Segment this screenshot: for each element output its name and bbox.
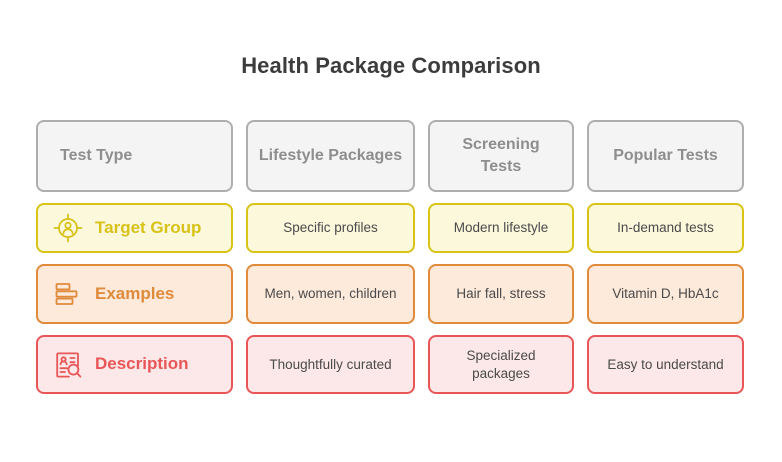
- column-header-screening-tests: Screening Tests: [428, 120, 574, 192]
- row-label-text-target-group: Target Group: [95, 217, 202, 237]
- column-header-lifestyle-packages: Lifestyle Packages: [246, 120, 415, 192]
- table-row-description: Description Thoughtfully curated Special…: [36, 335, 744, 394]
- document-search-person-icon: [52, 349, 84, 381]
- table-row-examples: Examples Men, women, children Hair fall,…: [36, 264, 744, 324]
- row-label-text-description: Description: [95, 354, 189, 374]
- cell-target-group-popular: In-demand tests: [587, 203, 744, 253]
- cell-examples-screening: Hair fall, stress: [428, 264, 574, 324]
- comparison-table: Test Type Lifestyle Packages Screening T…: [36, 120, 744, 405]
- list-bars-icon: [52, 278, 84, 310]
- row-label-text-examples: Examples: [95, 283, 175, 303]
- column-header-test-type: Test Type: [36, 120, 233, 192]
- table-row-target-group: Target Group Specific profiles Modern li…: [36, 203, 744, 253]
- cell-description-screening: Specialized packages: [428, 335, 574, 394]
- cell-examples-lifestyle: Men, women, children: [246, 264, 415, 324]
- cell-description-popular: Easy to understand: [587, 335, 744, 394]
- cell-target-group-lifestyle: Specific profiles: [246, 203, 415, 253]
- table-header-row: Test Type Lifestyle Packages Screening T…: [36, 120, 744, 192]
- target-person-icon: [52, 212, 84, 244]
- column-header-popular-tests: Popular Tests: [587, 120, 744, 192]
- cell-target-group-screening: Modern lifestyle: [428, 203, 574, 253]
- row-label-description: Description: [36, 335, 233, 394]
- row-label-target-group: Target Group: [36, 203, 233, 253]
- cell-description-lifestyle: Thoughtfully curated: [246, 335, 415, 394]
- cell-examples-popular: Vitamin D, HbA1c: [587, 264, 744, 324]
- page-title: Health Package Comparison: [241, 53, 541, 78]
- row-label-examples: Examples: [36, 264, 233, 324]
